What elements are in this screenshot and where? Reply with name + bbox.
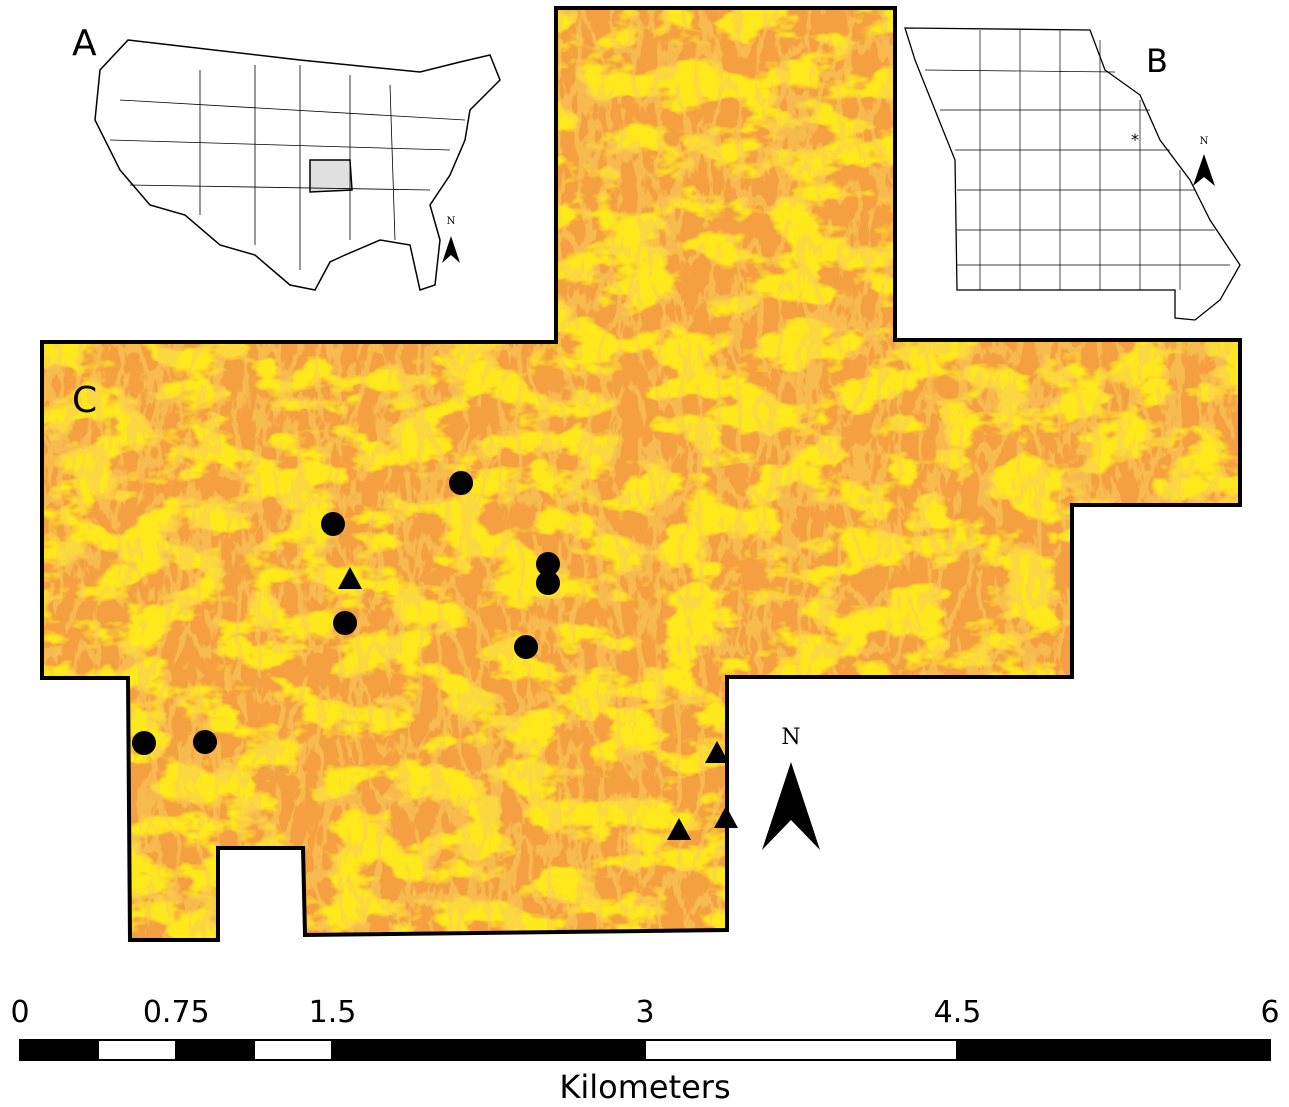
north-label: N (781, 725, 800, 750)
scale-segment (176, 1040, 254, 1060)
missouri-highlight (310, 160, 352, 192)
scale-segment (20, 1040, 98, 1060)
site-circle (514, 635, 538, 659)
scale-tick-label: 6 (1260, 995, 1279, 1030)
scale-tick-label: 0 (10, 995, 29, 1030)
scale-unit: Kilometers (559, 1068, 730, 1106)
north-label: N (1200, 136, 1209, 147)
site-circle (321, 512, 345, 536)
north-label: N (447, 216, 456, 227)
panel-label: C (72, 380, 97, 421)
scale-tick-label: 0.75 (143, 995, 210, 1030)
north-arrow (1193, 154, 1215, 186)
usa-outline (95, 40, 500, 290)
site-circle (449, 471, 473, 495)
site-circle (536, 571, 560, 595)
site-circle (132, 731, 156, 755)
scale-tick-label: 4.5 (934, 995, 982, 1030)
panel-label: A (72, 23, 97, 64)
site-circle (193, 730, 217, 754)
north-arrow (442, 236, 460, 263)
site-marker: * (1131, 130, 1139, 149)
north-arrow (762, 762, 820, 850)
scale-tick-label: 3 (635, 995, 654, 1030)
scale-segment (332, 1040, 645, 1060)
site-circle (333, 611, 357, 635)
map-figure: C N A N * B N Kilometers 0 0.75 1.5 3 4.5 6 (0, 0, 1289, 1107)
panel-label: B (1146, 42, 1168, 80)
inset-missouri (905, 28, 1240, 320)
scale-segment (957, 1040, 1270, 1060)
scale-tick-label: 1.5 (309, 995, 357, 1030)
inset-usa (95, 40, 500, 290)
